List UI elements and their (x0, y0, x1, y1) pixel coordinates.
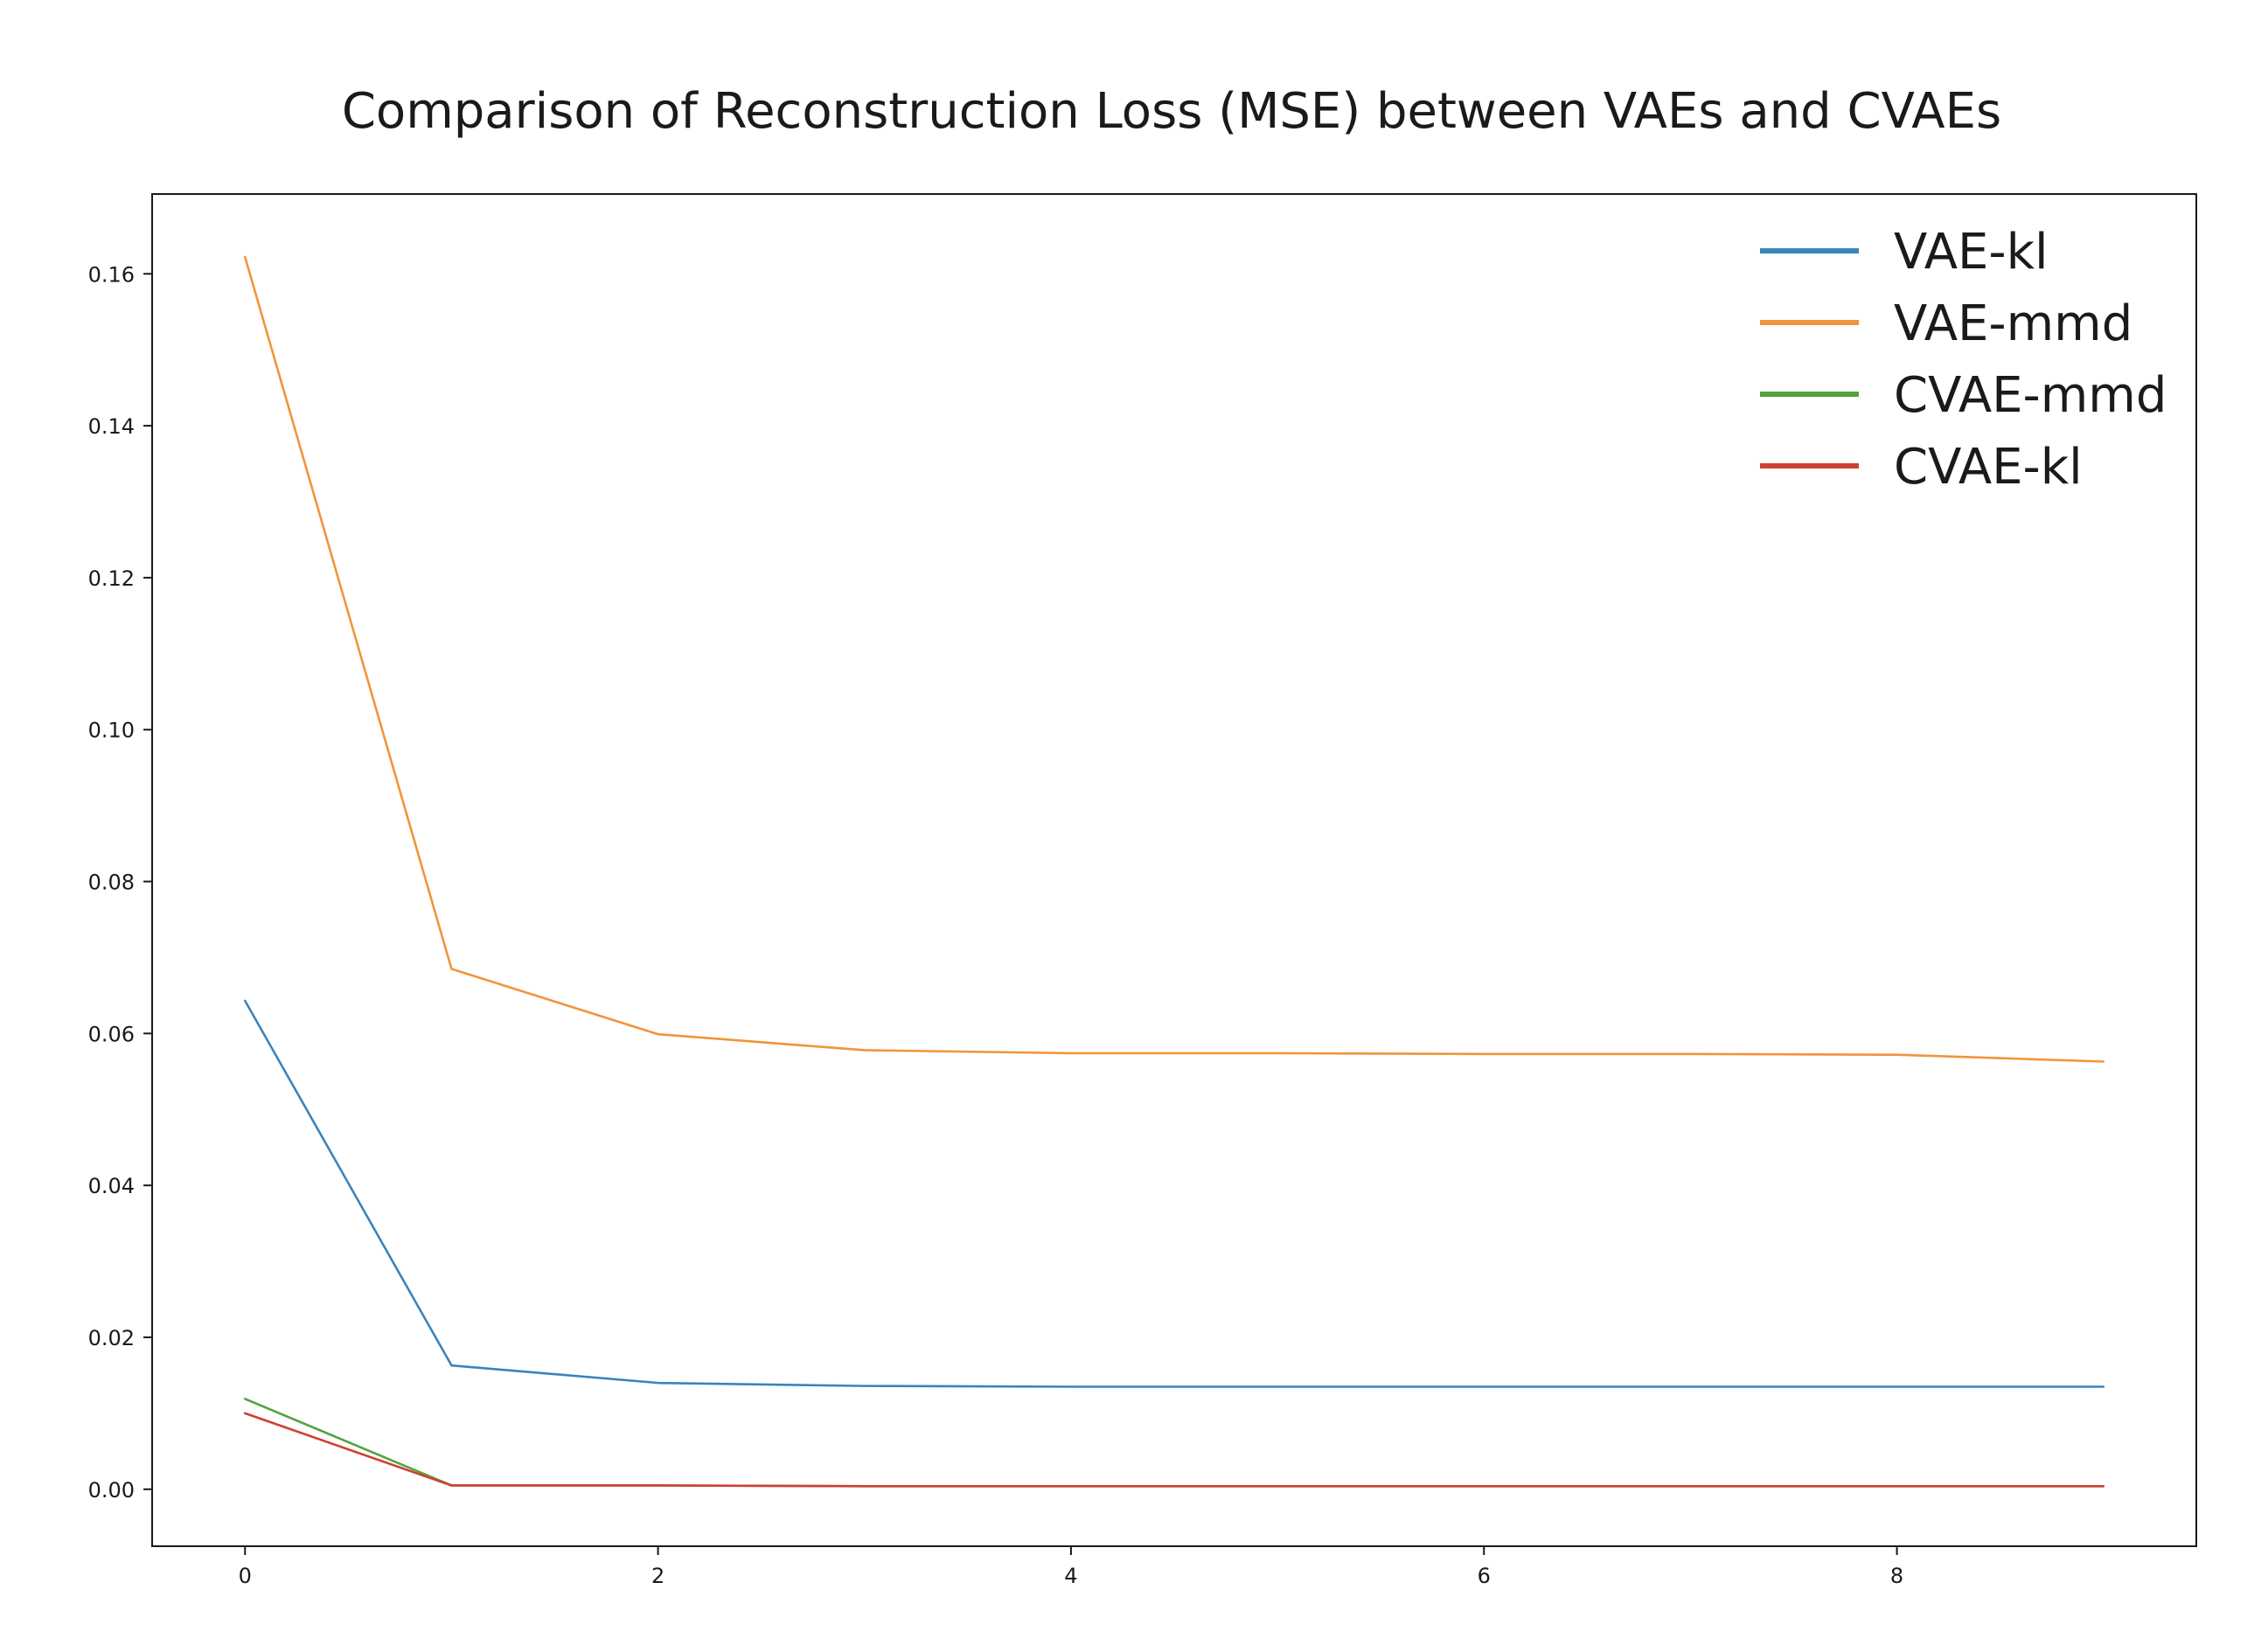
series-line-cvae-mmd (243, 1398, 2105, 1488)
y-tick-label: 0.12 (88, 566, 135, 591)
plot-series-group (243, 255, 2105, 1488)
y-tick-label: 0.06 (88, 1022, 135, 1046)
legend-label-vae-kl: VAE-kl (1894, 224, 2049, 281)
x-tick-label: 0 (239, 1564, 252, 1588)
series-line-vae-kl (243, 999, 2105, 1388)
x-axis: 0 2 4 6 8 (239, 1546, 1903, 1588)
y-tick-label: 0.10 (88, 718, 135, 743)
series-line-vae-mmd (243, 255, 2105, 1063)
x-tick-label: 4 (1064, 1564, 1077, 1588)
legend: VAE-kl VAE-mmd CVAE-mmd CVAE-kl (1760, 224, 2167, 496)
x-tick-label: 8 (1890, 1564, 1903, 1588)
series-line-cvae-kl (243, 1412, 2105, 1488)
legend-label-vae-mmd: VAE-mmd (1894, 295, 2132, 352)
chart-title: Comparison of Reconstruction Loss (MSE) … (342, 83, 2001, 140)
y-tick-label: 0.16 (88, 262, 135, 287)
x-tick-label: 6 (1478, 1564, 1491, 1588)
y-axis: 0.00 0.02 0.04 0.06 0.08 0.10 0.12 0.14 0.16 (88, 262, 152, 1503)
y-tick-label: 0.08 (88, 871, 135, 895)
axes-frame (151, 193, 2197, 1547)
legend-label-cvae-mmd: CVAE-mmd (1894, 367, 2167, 424)
y-tick-label: 0.02 (88, 1326, 135, 1350)
y-tick-label: 0.00 (88, 1478, 135, 1503)
x-tick-label: 2 (651, 1564, 664, 1588)
legend-label-cvae-kl: CVAE-kl (1894, 439, 2083, 496)
y-tick-label: 0.14 (88, 414, 135, 439)
y-tick-label: 0.04 (88, 1174, 135, 1198)
